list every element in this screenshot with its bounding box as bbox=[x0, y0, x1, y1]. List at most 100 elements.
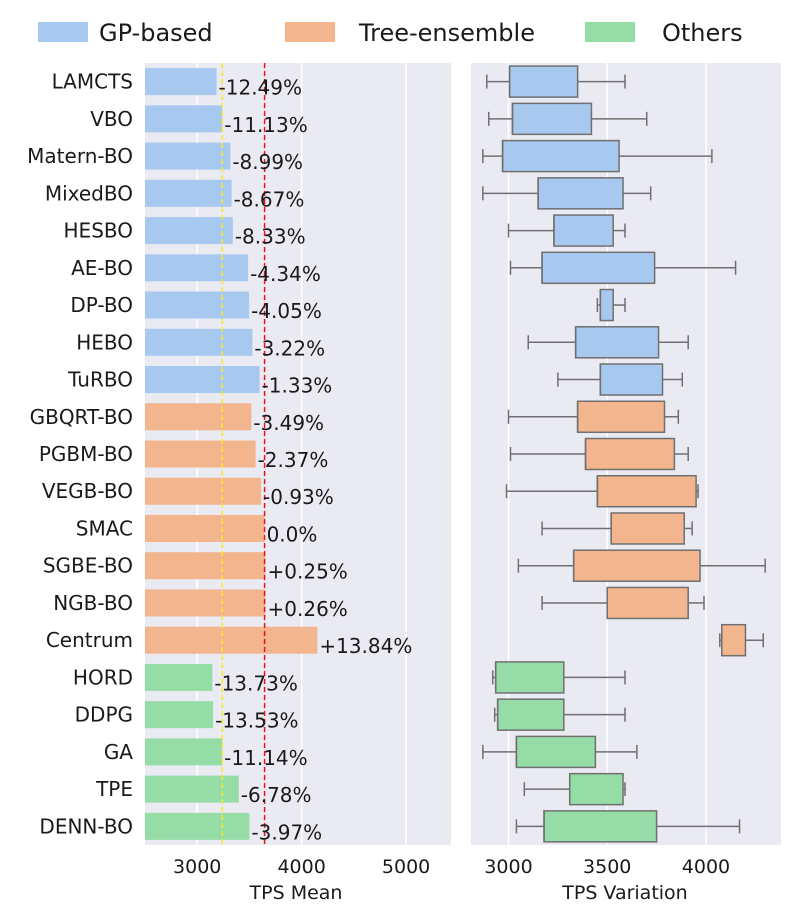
method-label-ga: GA bbox=[104, 740, 133, 764]
bar-smac bbox=[145, 514, 265, 542]
method-labels: LAMCTS VBO Matern-BO MixedBO HESBO AE-BO DP-BO… bbox=[27, 70, 133, 839]
iqr-box bbox=[572, 549, 701, 582]
percent-label-denn-bo: -3.97% bbox=[251, 820, 322, 844]
bar-gbqrt-bo bbox=[145, 403, 252, 431]
percent-label-dp-bo: -4.05% bbox=[251, 299, 322, 323]
right-tick-3000: 3000 bbox=[484, 856, 532, 878]
boxplot-denn-bo bbox=[515, 810, 741, 843]
method-label-gbqrt-bo: GBQRT-BO bbox=[30, 405, 133, 429]
method-label-hesbo: HESBO bbox=[64, 219, 133, 243]
iqr-box bbox=[599, 363, 664, 396]
percent-label-ngb-bo: +0.26% bbox=[268, 597, 348, 621]
tps-mean-panel: -12.49% -11.13% -8.99% -8.67% -8.33% -4.34% -4… bbox=[27, 63, 451, 904]
method-label-turbo: TuRBO bbox=[67, 368, 133, 392]
boxplot-vbo bbox=[488, 102, 648, 136]
boxplot-matern-bo bbox=[482, 139, 713, 173]
legend-swatch-tree bbox=[285, 22, 335, 42]
boxplot-smac bbox=[541, 512, 693, 545]
percent-label-sgbe-bo: +0.25% bbox=[268, 560, 348, 584]
iqr-box bbox=[508, 65, 579, 98]
iqr-box bbox=[541, 251, 656, 285]
method-label-ngb-bo: NGB-BO bbox=[53, 591, 133, 615]
legend-label-tree: Tree-ensemble bbox=[358, 19, 535, 47]
boxplot-hord bbox=[491, 661, 626, 694]
boxplot-sgbe-bo bbox=[517, 549, 766, 582]
percent-label-ddpg: -13.53% bbox=[215, 709, 298, 733]
legend: GP-based Tree-ensemble Others bbox=[38, 19, 743, 47]
bar-vbo bbox=[145, 105, 223, 133]
boxplot-centrum bbox=[719, 623, 764, 657]
bar-sgbe-bo bbox=[145, 552, 266, 580]
left-tick-3000: 3000 bbox=[173, 856, 221, 878]
bar-hord bbox=[145, 663, 213, 691]
boxplot-gbqrt-bo bbox=[507, 400, 680, 434]
iqr-box bbox=[515, 735, 597, 769]
percent-label-lamcts: -12.49% bbox=[219, 76, 302, 100]
percent-label-vegb-bo: -0.93% bbox=[263, 485, 334, 509]
method-label-tpe: TPE bbox=[95, 777, 133, 801]
legend-swatch-gp bbox=[38, 22, 88, 42]
bar-hesbo bbox=[145, 217, 233, 245]
reference-lines bbox=[221, 63, 266, 845]
percent-labels: -12.49% -11.13% -8.99% -8.67% -8.33% -4.34% -4… bbox=[214, 76, 412, 845]
iqr-box bbox=[610, 512, 685, 545]
bar-pgbm-bo bbox=[145, 440, 256, 468]
bar-centrum bbox=[145, 626, 318, 654]
bar-lamcts bbox=[145, 68, 217, 96]
mean-bars bbox=[145, 68, 318, 840]
iqr-box bbox=[574, 326, 660, 359]
legend-label-gp: GP-based bbox=[99, 19, 213, 47]
method-label-sgbe-bo: SGBE-BO bbox=[43, 554, 133, 578]
bar-ga bbox=[145, 738, 223, 766]
variation-boxplots bbox=[482, 65, 766, 843]
percent-label-hebo: -3.22% bbox=[254, 336, 325, 360]
boxplot-dp-bo bbox=[596, 288, 626, 322]
boxplot-ddpg bbox=[493, 698, 626, 731]
method-label-matern-bo: Matern-BO bbox=[27, 144, 133, 168]
boxplot-tpe bbox=[523, 772, 626, 806]
percent-label-smac: 0.0% bbox=[267, 522, 318, 546]
percent-label-hord: -13.73% bbox=[214, 671, 297, 695]
right-x-axis-label: TPS Variation bbox=[561, 882, 687, 904]
right-tick-3500: 3500 bbox=[583, 856, 631, 878]
bar-turbo bbox=[145, 366, 260, 394]
method-label-ae-bo: AE-BO bbox=[71, 256, 133, 280]
method-label-ddpg: DDPG bbox=[75, 703, 133, 727]
boxplot-ngb-bo bbox=[541, 586, 705, 620]
method-label-hebo: HEBO bbox=[76, 330, 133, 354]
left-x-axis-label: TPS Mean bbox=[249, 882, 343, 904]
right-x-ticks: 3000 3500 4000 bbox=[484, 856, 730, 878]
percent-label-gbqrt-bo: -3.49% bbox=[253, 411, 324, 435]
boxplot-vegb-bo bbox=[505, 474, 699, 508]
method-label-pgbm-bo: PGBM-BO bbox=[39, 442, 133, 466]
bar-denn-bo bbox=[145, 812, 250, 840]
method-label-dp-bo: DP-BO bbox=[70, 293, 133, 317]
method-label-denn-bo: DENN-BO bbox=[39, 814, 133, 838]
method-label-hord: HORD bbox=[73, 665, 133, 689]
bar-hebo bbox=[145, 328, 253, 356]
percent-label-pgbm-bo: -2.37% bbox=[258, 448, 329, 472]
left-x-ticks: 3000 4000 5000 bbox=[173, 856, 430, 878]
percent-label-ga: -11.14% bbox=[224, 746, 307, 770]
bar-ae-bo bbox=[145, 254, 249, 282]
bar-matern-bo bbox=[145, 142, 231, 170]
iqr-box bbox=[721, 623, 747, 657]
percent-label-turbo: -1.33% bbox=[262, 374, 333, 398]
iqr-box bbox=[494, 661, 565, 694]
method-label-mixedbo: MixedBO bbox=[45, 181, 133, 205]
percent-label-hesbo: -8.33% bbox=[235, 225, 306, 249]
boxplot-pgbm-bo bbox=[509, 437, 689, 471]
iqr-box bbox=[606, 586, 689, 620]
legend-swatch-others bbox=[585, 22, 635, 42]
boxplot-hesbo bbox=[507, 214, 626, 247]
boxplot-lamcts bbox=[486, 65, 626, 98]
boxplot-hebo bbox=[527, 326, 689, 359]
boxplot-turbo bbox=[557, 363, 684, 396]
left-tick-4000: 4000 bbox=[277, 856, 325, 878]
percent-label-vbo: -11.13% bbox=[224, 113, 307, 137]
percent-label-mixedbo: -8.67% bbox=[234, 187, 305, 211]
method-label-lamcts: LAMCTS bbox=[52, 70, 133, 94]
bar-dp-bo bbox=[145, 291, 250, 319]
legend-label-others: Others bbox=[662, 19, 743, 47]
bar-ddpg bbox=[145, 701, 214, 729]
